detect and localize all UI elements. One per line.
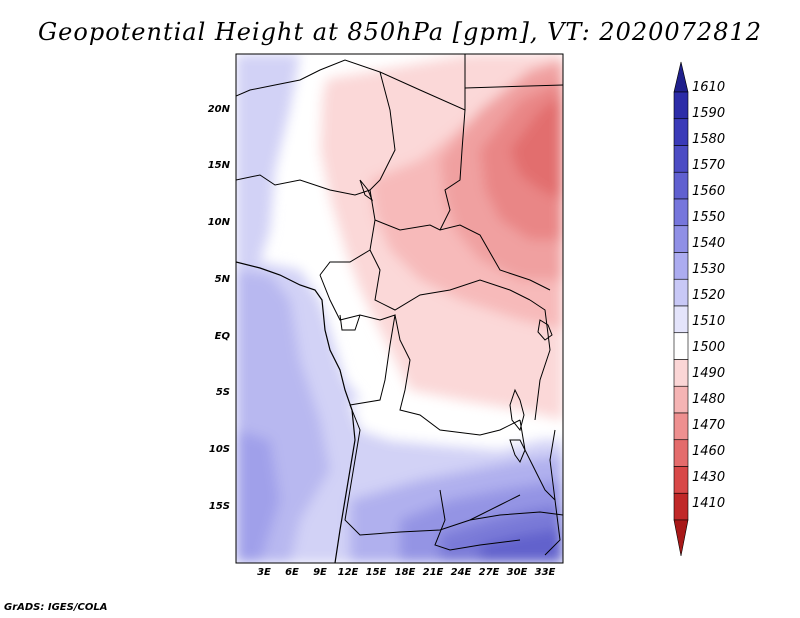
colorbar-swatch bbox=[673, 225, 689, 253]
colorbar-label: 1540 bbox=[692, 236, 726, 251]
colorbar-label: 1490 bbox=[692, 366, 726, 381]
lon-label: 33E bbox=[534, 567, 556, 578]
colorbar-swatch bbox=[673, 252, 689, 280]
lon-label: 24E bbox=[450, 567, 472, 578]
colorbar-swatch bbox=[673, 305, 689, 334]
colorbar-label: 1430 bbox=[692, 470, 726, 485]
lon-label: 12E bbox=[337, 567, 359, 578]
colorbar-label: 1520 bbox=[692, 288, 726, 303]
lat-label: 15S bbox=[208, 501, 230, 512]
colorbar-swatch bbox=[673, 439, 689, 467]
colorbar-swatch bbox=[673, 412, 689, 441]
colorbar-label: 1460 bbox=[692, 444, 726, 459]
colorbar-bottom-triangle bbox=[673, 519, 689, 557]
lon-label: 18E bbox=[394, 567, 416, 578]
credit-text: GrADS: IGES/COLA bbox=[4, 602, 108, 613]
lon-label: 6E bbox=[285, 567, 299, 578]
colorbar-swatch bbox=[673, 91, 689, 120]
colorbar-swatch bbox=[673, 332, 689, 360]
colorbar-swatch bbox=[673, 385, 689, 414]
colorbar-label: 1580 bbox=[692, 132, 726, 147]
lat-label: 10S bbox=[208, 444, 230, 455]
colorbar-label: 1570 bbox=[692, 158, 726, 173]
lat-label: 20N bbox=[207, 104, 230, 115]
lon-label: 27E bbox=[478, 567, 500, 578]
colorbar bbox=[673, 61, 689, 557]
colorbar-label: 1550 bbox=[692, 210, 726, 225]
country-borders bbox=[236, 54, 563, 563]
lat-label: 10N bbox=[207, 217, 230, 228]
colorbar-swatch bbox=[673, 278, 689, 307]
lon-label: 9E bbox=[313, 567, 327, 578]
colorbar-top-triangle bbox=[673, 61, 689, 93]
colorbar-swatch bbox=[673, 359, 689, 387]
colorbar-label: 1410 bbox=[692, 496, 726, 511]
colorbar-label: 1610 bbox=[692, 80, 726, 95]
lon-label: 30E bbox=[506, 567, 528, 578]
lon-label: 3E bbox=[257, 567, 271, 578]
lon-label: 15E bbox=[365, 567, 387, 578]
colorbar-label: 1590 bbox=[692, 106, 726, 121]
colorbar-label: 1530 bbox=[692, 262, 726, 277]
height-field bbox=[236, 54, 563, 563]
colorbar-label: 1500 bbox=[692, 340, 726, 355]
lat-label: 5N bbox=[214, 274, 230, 285]
lat-label: EQ bbox=[214, 331, 230, 342]
lat-label: 15N bbox=[207, 160, 230, 171]
colorbar-swatch bbox=[673, 145, 689, 173]
colorbar-label: 1560 bbox=[692, 184, 726, 199]
colorbar-label: 1470 bbox=[692, 418, 726, 433]
lat-label: 5S bbox=[215, 387, 230, 398]
lon-label: 21E bbox=[422, 567, 444, 578]
colorbar-swatch bbox=[673, 492, 689, 521]
colorbar-swatch bbox=[673, 466, 689, 494]
colorbar-label: 1510 bbox=[692, 314, 726, 329]
colorbar-swatch bbox=[673, 171, 689, 200]
map-frame bbox=[235, 53, 564, 564]
colorbar-swatch bbox=[673, 118, 689, 146]
colorbar-label: 1480 bbox=[692, 392, 726, 407]
map-title: Geopotential Height at 850hPa [gpm], VT:… bbox=[38, 18, 762, 46]
colorbar-swatch bbox=[673, 198, 689, 227]
